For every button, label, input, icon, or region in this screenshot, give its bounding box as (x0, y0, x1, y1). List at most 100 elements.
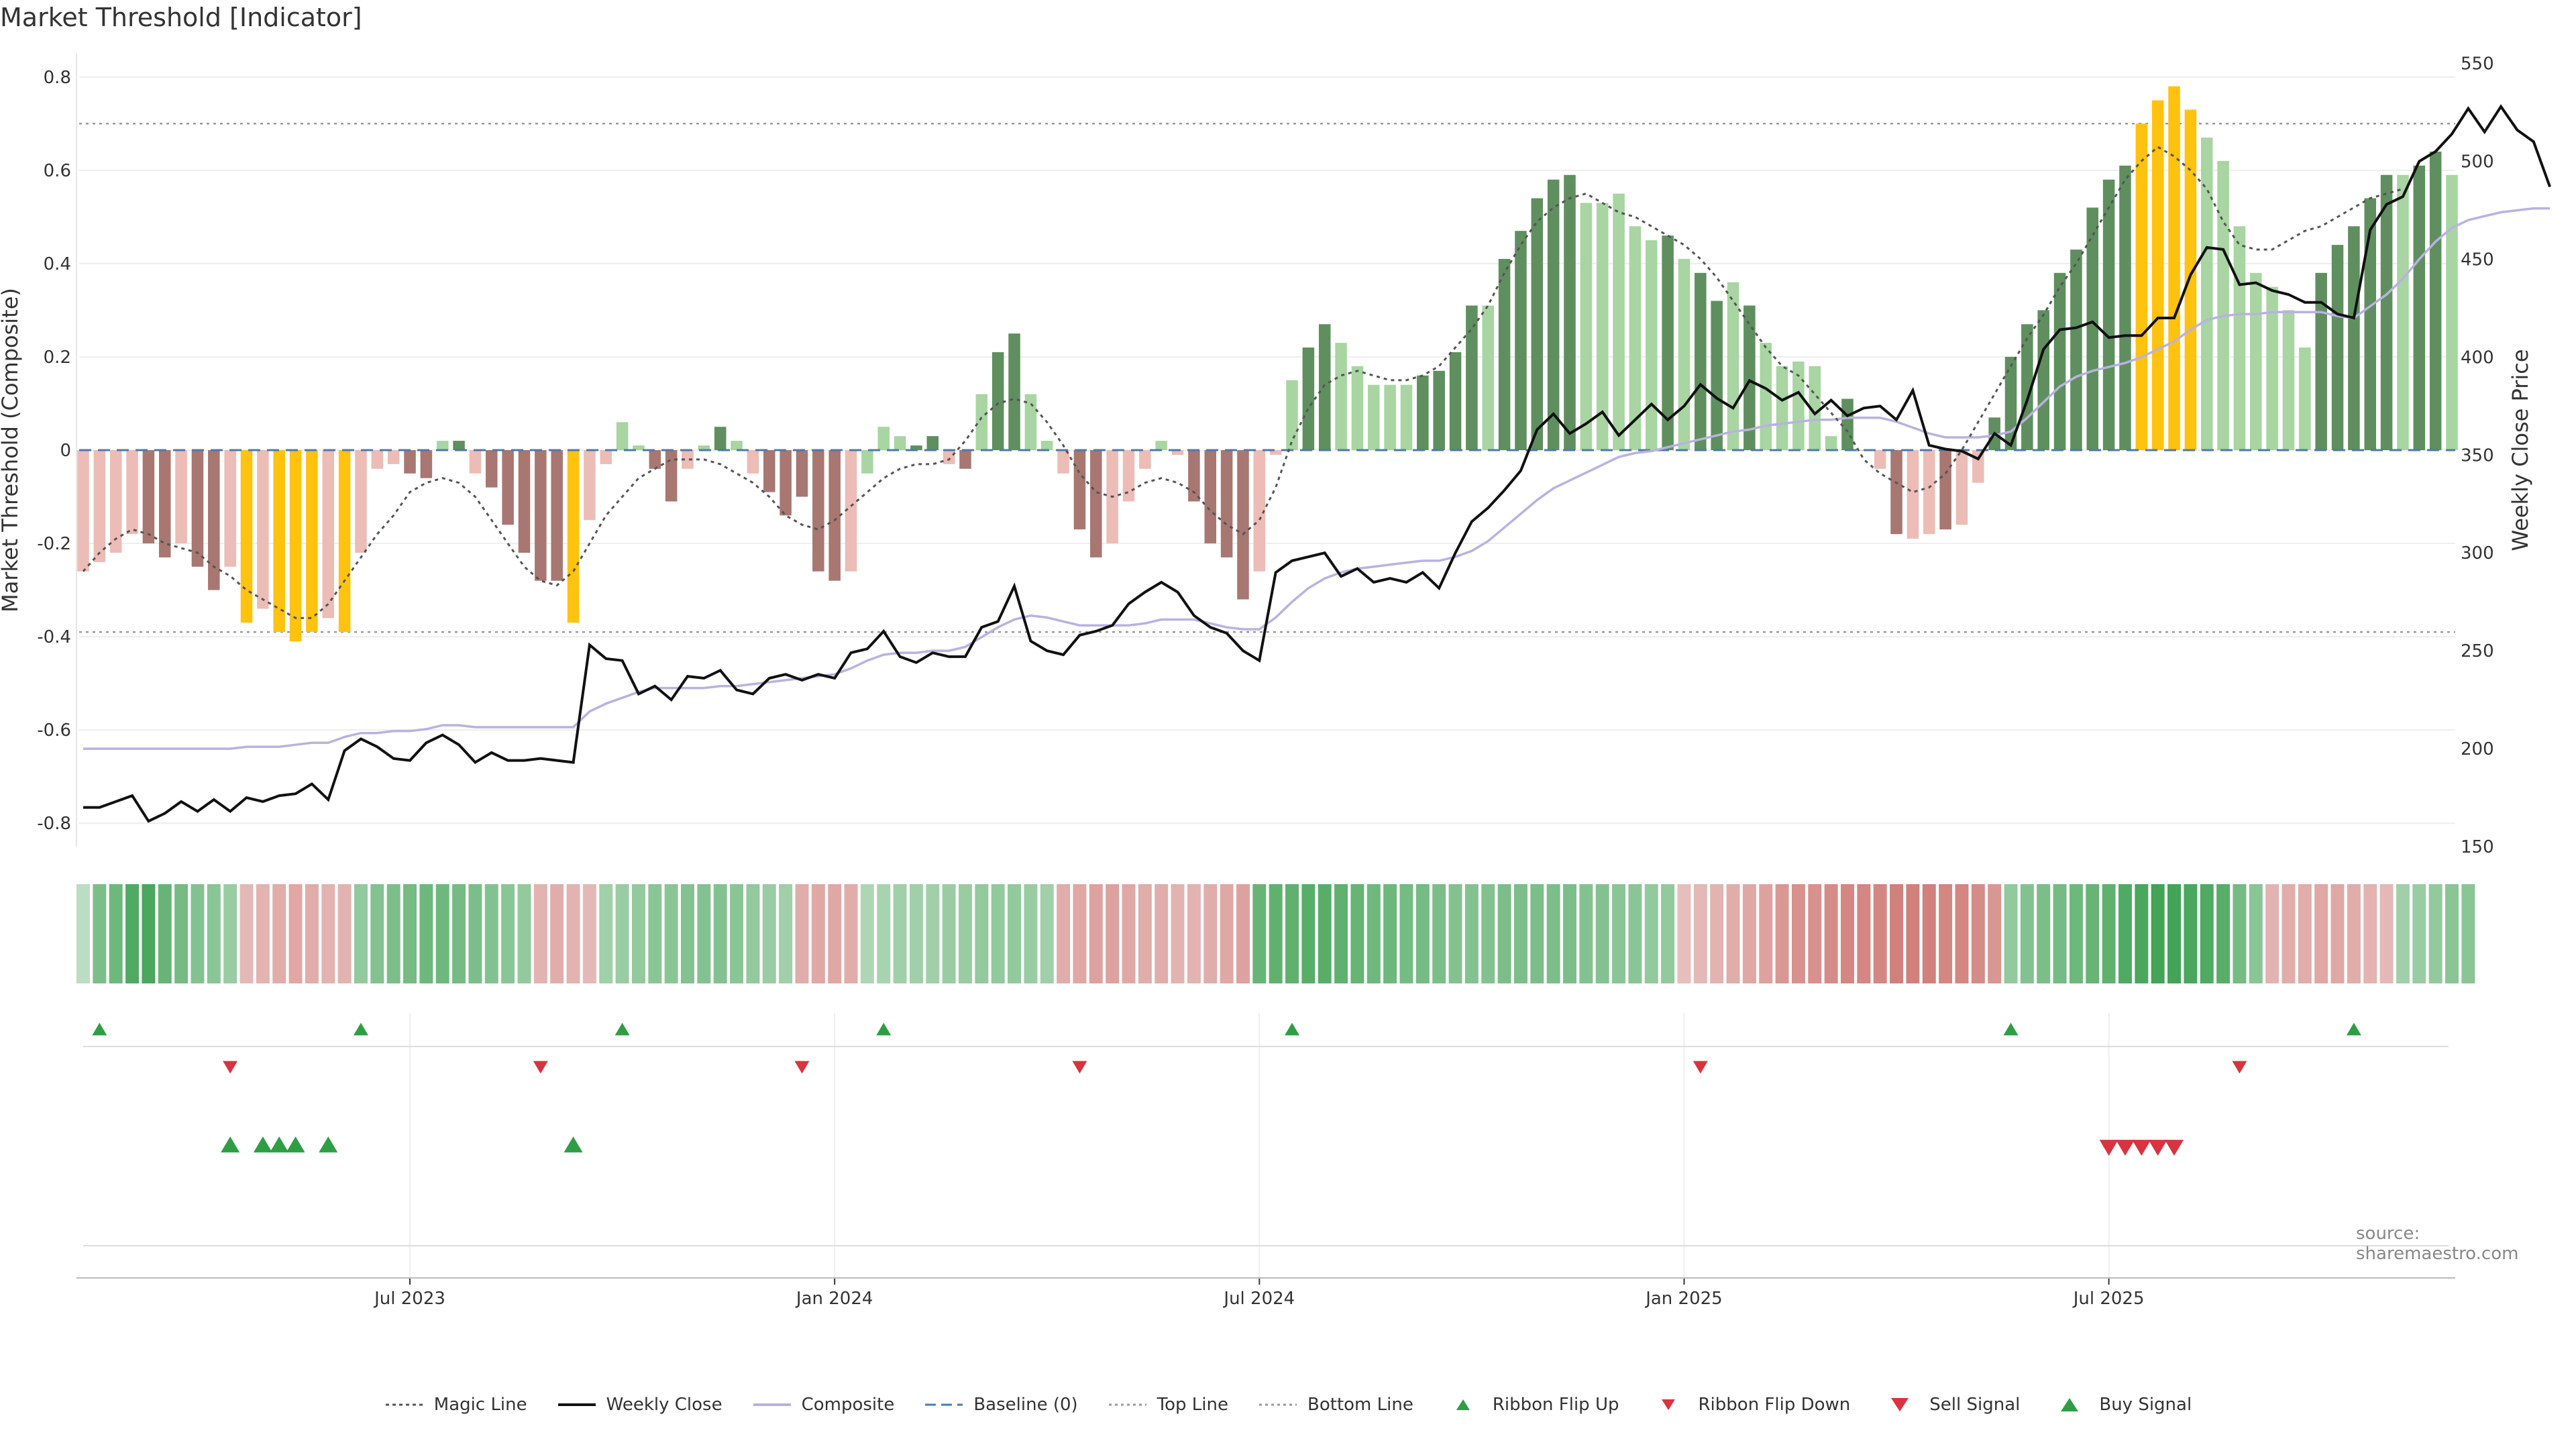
y-tick-label: -0.8 (37, 814, 71, 834)
ribbon-cell (337, 884, 352, 983)
x-tick-label: Jul 2025 (2072, 1289, 2145, 1309)
ribbon-cell (2461, 884, 2475, 983)
composite-bar (436, 441, 449, 450)
composite-bar (1024, 394, 1037, 450)
composite-bar (682, 450, 694, 469)
legend-item: Composite (752, 1395, 894, 1415)
legend-item: Top Line (1108, 1395, 1228, 1415)
ribbon-cell (174, 884, 189, 983)
ribbon-cell (158, 884, 172, 983)
ribbon-cell (2069, 884, 2083, 983)
ribbon-cell (1628, 884, 1642, 983)
composite-bar (747, 450, 759, 474)
ribbon-cell (1742, 884, 1756, 983)
composite-bar (502, 450, 514, 525)
ribbon-cell (2020, 884, 2034, 983)
y-tick-label: -0.2 (37, 534, 71, 554)
legend-item: Buy Signal (2049, 1395, 2192, 1415)
ribbon-flip-down-marker (1693, 1061, 1708, 1074)
legend-label: Top Line (1157, 1395, 1228, 1415)
ribbon-cell (1890, 884, 1904, 983)
composite-bar (518, 450, 531, 553)
legend-item: Magic Line (384, 1395, 527, 1415)
sell-signal-marker (2165, 1140, 2184, 1156)
ribbon-flip-up-marker (2003, 1022, 2019, 1036)
legend-label: Weekly Close (606, 1395, 722, 1415)
composite-bar (1939, 450, 1951, 530)
ribbon-cell (1089, 884, 1103, 983)
composite-bar (1433, 370, 1445, 450)
ribbon-cell (1252, 884, 1267, 983)
composite-bar (649, 450, 661, 469)
ribbon-cell (1759, 884, 1773, 983)
ribbon-cell (1155, 884, 1169, 983)
composite-bar (93, 450, 106, 562)
y2-tick-label: 200 (2461, 739, 2494, 759)
ribbon-cell (1595, 884, 1609, 983)
composite-bar (208, 450, 220, 590)
ribbon-cell (1138, 884, 1152, 983)
ribbon-cell (795, 884, 809, 983)
composite-bar (1155, 441, 1167, 450)
ribbon-cell (681, 884, 694, 983)
overlay-lines (79, 104, 2551, 823)
composite-bar (1482, 305, 1495, 450)
x-tick-label: Jan 2024 (795, 1289, 873, 1309)
ribbon-cell (1432, 884, 1446, 983)
composite-bar (959, 450, 971, 469)
ribbon-cell (1122, 884, 1136, 983)
composite-bar (926, 436, 939, 450)
ribbon-cell (697, 884, 711, 983)
ribbon-cell (909, 884, 923, 983)
ribbon-cell (2445, 884, 2459, 983)
legend-label: Ribbon Flip Up (1492, 1395, 1619, 1415)
composite-bar (1792, 361, 1805, 450)
composite-bar (273, 450, 285, 633)
ribbon-cell (1220, 884, 1234, 983)
composite-bar (1139, 450, 1151, 469)
ribbon-cell (1791, 884, 1805, 983)
composite-bar (404, 450, 416, 474)
ribbon-cell (926, 884, 940, 983)
ribbon-cell (223, 884, 237, 983)
legend-item: Sell Signal (1880, 1395, 2020, 1415)
ribbon-cell (1939, 884, 1953, 983)
ribbon-cell (1448, 884, 1462, 983)
ribbon-cell (1073, 884, 1087, 983)
composite-bar (2331, 245, 2344, 450)
composite-bar (2135, 123, 2148, 450)
composite-bar (2250, 272, 2262, 450)
ribbon-cell (959, 884, 972, 983)
composite-bar (175, 450, 187, 544)
ribbon-cell (1644, 884, 1658, 983)
solid-black-icon (557, 1403, 596, 1406)
ribbon-cell (1513, 884, 1527, 983)
composite-bar (2348, 226, 2360, 450)
ribbon-cell (1383, 884, 1397, 983)
ribbon-cell (256, 884, 270, 983)
composite-bar (2315, 272, 2327, 450)
ribbon-cell (828, 884, 842, 983)
ribbon-cell (1808, 884, 1822, 983)
composite-bar (2037, 310, 2049, 450)
grid-layer (79, 76, 2455, 1278)
buy-signal-marker (270, 1136, 289, 1152)
y-tick-label: 0.6 (44, 161, 71, 181)
axes: 0.8 0.6 0.4 0.2 0 -0.2 -0.4 -0.6 -0.8 550 500 450 40… (0, 54, 2533, 1309)
composite-bar (2119, 165, 2131, 450)
composite-bar (2299, 347, 2311, 450)
legend-item: Weekly Close (557, 1395, 722, 1415)
ribbon-cell (1693, 884, 1707, 983)
composite-bar (2380, 174, 2393, 450)
composite-bar (1825, 436, 1837, 450)
ribbon-cell (1040, 884, 1054, 983)
composite-bar (2429, 152, 2442, 450)
dotted-grey-icon (1108, 1403, 1146, 1406)
composite-bar (2364, 198, 2377, 450)
composite-bar (1515, 231, 1527, 450)
buy-signal-marker (319, 1136, 338, 1152)
ribbon-cell (1236, 884, 1250, 983)
composite-bar (780, 450, 792, 516)
composite-bar (2200, 138, 2213, 450)
ribbon-cell (2184, 884, 2198, 983)
